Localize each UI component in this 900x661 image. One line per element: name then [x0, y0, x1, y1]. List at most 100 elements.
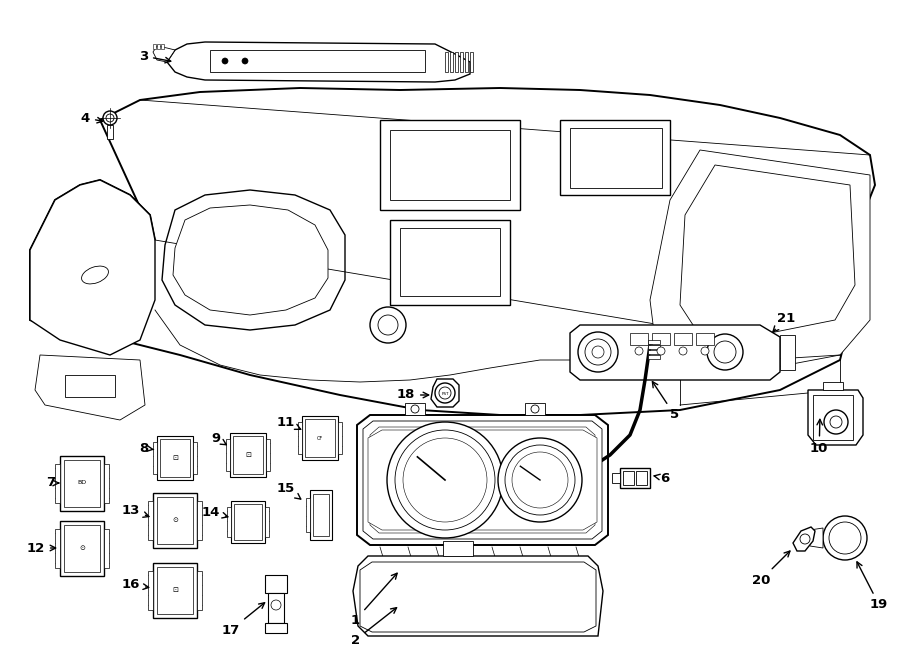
Bar [234, 504, 262, 540]
Circle shape [498, 438, 582, 522]
Bar [104, 529, 109, 568]
Circle shape [592, 346, 604, 358]
Bar [570, 128, 662, 188]
Bar [400, 228, 500, 296]
Bar [227, 507, 231, 537]
Circle shape [531, 405, 539, 413]
Polygon shape [431, 379, 459, 407]
Bar [104, 464, 109, 503]
Bar [148, 571, 153, 610]
Bar [197, 501, 202, 540]
Polygon shape [153, 46, 175, 62]
Polygon shape [357, 415, 608, 545]
Bar [405, 403, 425, 415]
Bar [306, 498, 310, 532]
Circle shape [242, 58, 248, 64]
Bar [696, 333, 714, 345]
Text: ⊡: ⊡ [172, 587, 178, 593]
Circle shape [403, 438, 487, 522]
Circle shape [106, 114, 114, 122]
Circle shape [585, 339, 611, 365]
Circle shape [657, 347, 665, 355]
Text: PST: PST [441, 392, 449, 396]
Circle shape [714, 341, 736, 363]
Text: 17: 17 [221, 603, 265, 637]
Bar [525, 403, 545, 415]
Circle shape [505, 445, 575, 515]
Bar [450, 52, 453, 72]
Bar [157, 497, 193, 544]
Bar [266, 439, 270, 471]
Bar [153, 44, 156, 49]
Bar [226, 439, 230, 471]
Bar [338, 422, 342, 454]
Circle shape [370, 307, 406, 343]
Bar [148, 501, 153, 540]
Bar [623, 471, 634, 485]
Text: 14: 14 [202, 506, 228, 518]
Circle shape [512, 452, 568, 508]
Polygon shape [360, 562, 596, 632]
Circle shape [378, 315, 398, 335]
Bar [470, 52, 473, 72]
Bar [157, 436, 193, 480]
Bar [780, 335, 795, 370]
Bar [560, 120, 670, 195]
Text: 18: 18 [397, 389, 428, 401]
Text: 7: 7 [46, 477, 58, 490]
Polygon shape [793, 527, 815, 551]
Bar [60, 456, 104, 511]
Circle shape [679, 347, 687, 355]
Text: 21: 21 [773, 311, 795, 332]
Polygon shape [808, 390, 863, 445]
Text: 12: 12 [27, 541, 56, 555]
Text: 10: 10 [810, 419, 828, 455]
Circle shape [829, 522, 861, 554]
Bar [648, 340, 660, 344]
Bar [153, 442, 157, 474]
Polygon shape [363, 421, 602, 539]
Circle shape [550, 474, 566, 490]
Bar [390, 130, 510, 200]
Circle shape [435, 383, 455, 403]
Bar [465, 52, 468, 72]
Bar [460, 52, 463, 72]
Bar [265, 507, 269, 537]
Bar [64, 525, 100, 572]
Bar [161, 44, 164, 49]
Bar [157, 44, 160, 49]
Bar [823, 382, 843, 390]
Bar [380, 120, 520, 210]
Polygon shape [30, 180, 155, 355]
Circle shape [439, 387, 451, 399]
Bar [107, 125, 113, 139]
Bar [636, 471, 647, 485]
Bar [160, 439, 190, 477]
Circle shape [823, 516, 867, 560]
Bar [813, 395, 853, 440]
Text: 20: 20 [752, 551, 790, 586]
Polygon shape [807, 528, 823, 548]
Circle shape [411, 405, 419, 413]
Text: 19: 19 [857, 562, 888, 611]
Polygon shape [370, 427, 595, 533]
Bar [652, 333, 670, 345]
Bar [630, 333, 648, 345]
Text: 11: 11 [277, 416, 301, 430]
Text: CF: CF [317, 436, 323, 440]
Bar [620, 468, 650, 488]
Text: 15: 15 [277, 481, 301, 499]
Bar [55, 464, 60, 503]
Bar [64, 460, 100, 507]
Polygon shape [680, 165, 855, 335]
Bar [305, 419, 335, 457]
Text: BD: BD [77, 481, 86, 485]
Bar [193, 442, 197, 474]
Text: 1: 1 [351, 573, 397, 627]
Bar [153, 493, 197, 548]
Polygon shape [570, 325, 780, 380]
Circle shape [387, 422, 503, 538]
Polygon shape [162, 190, 345, 330]
Bar [210, 50, 425, 72]
Bar [310, 490, 332, 540]
